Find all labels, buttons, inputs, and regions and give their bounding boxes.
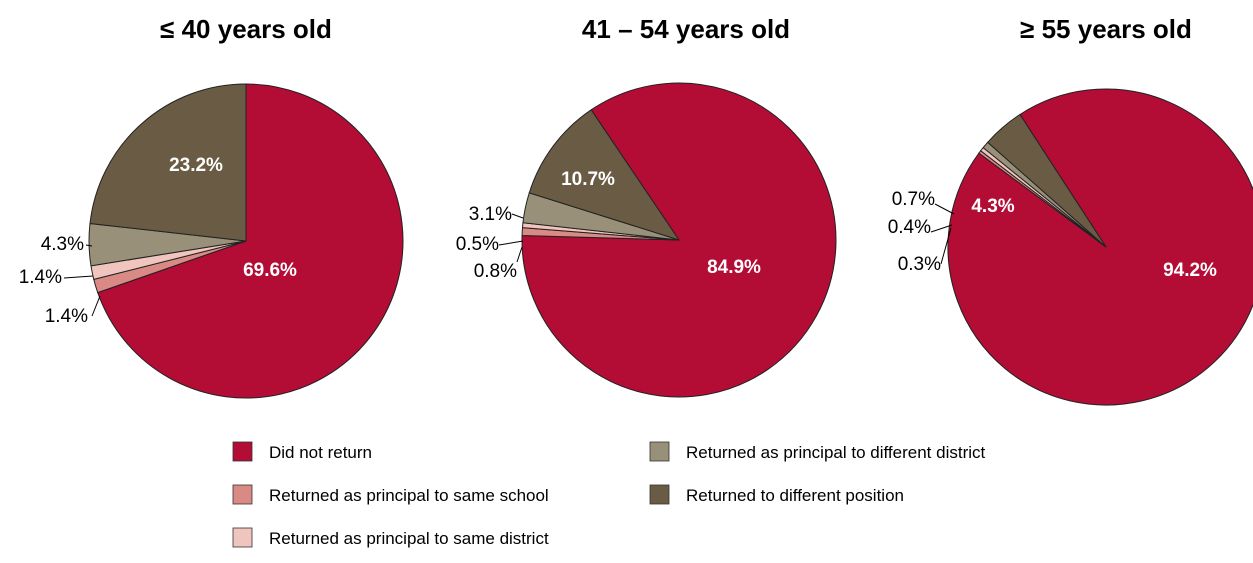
pie-chart-1: ≤ 40 years old 69.6% 1.4% 1.4% 4.3% 23.2% (19, 14, 403, 398)
legend-swatch (233, 442, 252, 461)
legend-label: Returned as principal to same district (269, 529, 549, 548)
leader-line (512, 214, 523, 218)
legend: Did not return Returned as principal to s… (233, 442, 986, 548)
data-label: 1.4% (45, 306, 88, 327)
leader-line (499, 241, 523, 245)
legend-item-returned-as-principal-to-different-district: Returned as principal to different distr… (650, 442, 986, 462)
data-label: 0.5% (456, 234, 499, 255)
leader-line (517, 247, 522, 262)
legend-swatch (650, 485, 669, 504)
pie-title: 41 – 54 years old (582, 14, 790, 44)
data-label: 3.1% (469, 204, 512, 225)
data-label: 4.3% (41, 234, 84, 255)
data-label: 94.2% (1163, 260, 1217, 281)
data-label: 0.8% (474, 261, 517, 282)
leader-line (92, 296, 100, 316)
leader-line (935, 204, 954, 214)
legend-item-did-not-return: Did not return (233, 442, 372, 462)
legend-label: Returned as principal to same school (269, 486, 549, 505)
pie-title: ≥ 55 years old (1020, 14, 1192, 44)
legend-item-returned-as-principal-to-same-district: Returned as principal to same district (233, 528, 549, 548)
legend-label: Returned to different position (686, 486, 904, 505)
legend-swatch (650, 442, 669, 461)
legend-label: Returned as principal to different distr… (686, 443, 986, 462)
data-label: 0.3% (898, 254, 941, 275)
legend-swatch (233, 485, 252, 504)
data-label: 84.9% (707, 257, 761, 278)
leader-line (64, 276, 93, 278)
data-label: 23.2% (169, 155, 223, 176)
pie-chart-2: 41 – 54 years old 84.9% 0.8% 0.5% 3.1% 10.7% (456, 14, 836, 397)
legend-label: Did not return (269, 443, 372, 462)
legend-item-returned-to-different-position: Returned to different position (650, 485, 904, 505)
data-label: 0.4% (888, 217, 931, 238)
legend-swatch (233, 528, 252, 547)
data-label: 10.7% (561, 169, 615, 190)
legend-item-returned-as-principal-to-same-school: Returned as principal to same school (233, 485, 549, 505)
data-label: 0.7% (892, 189, 935, 210)
pie-chart-3: ≥ 55 years old 94.2% 0.3% 0.4% 0.7% 4.3% (888, 14, 1253, 405)
data-label: 69.6% (243, 260, 297, 281)
pie-title: ≤ 40 years old (160, 14, 332, 44)
data-label: 1.4% (19, 267, 62, 288)
data-label: 4.3% (971, 196, 1014, 217)
